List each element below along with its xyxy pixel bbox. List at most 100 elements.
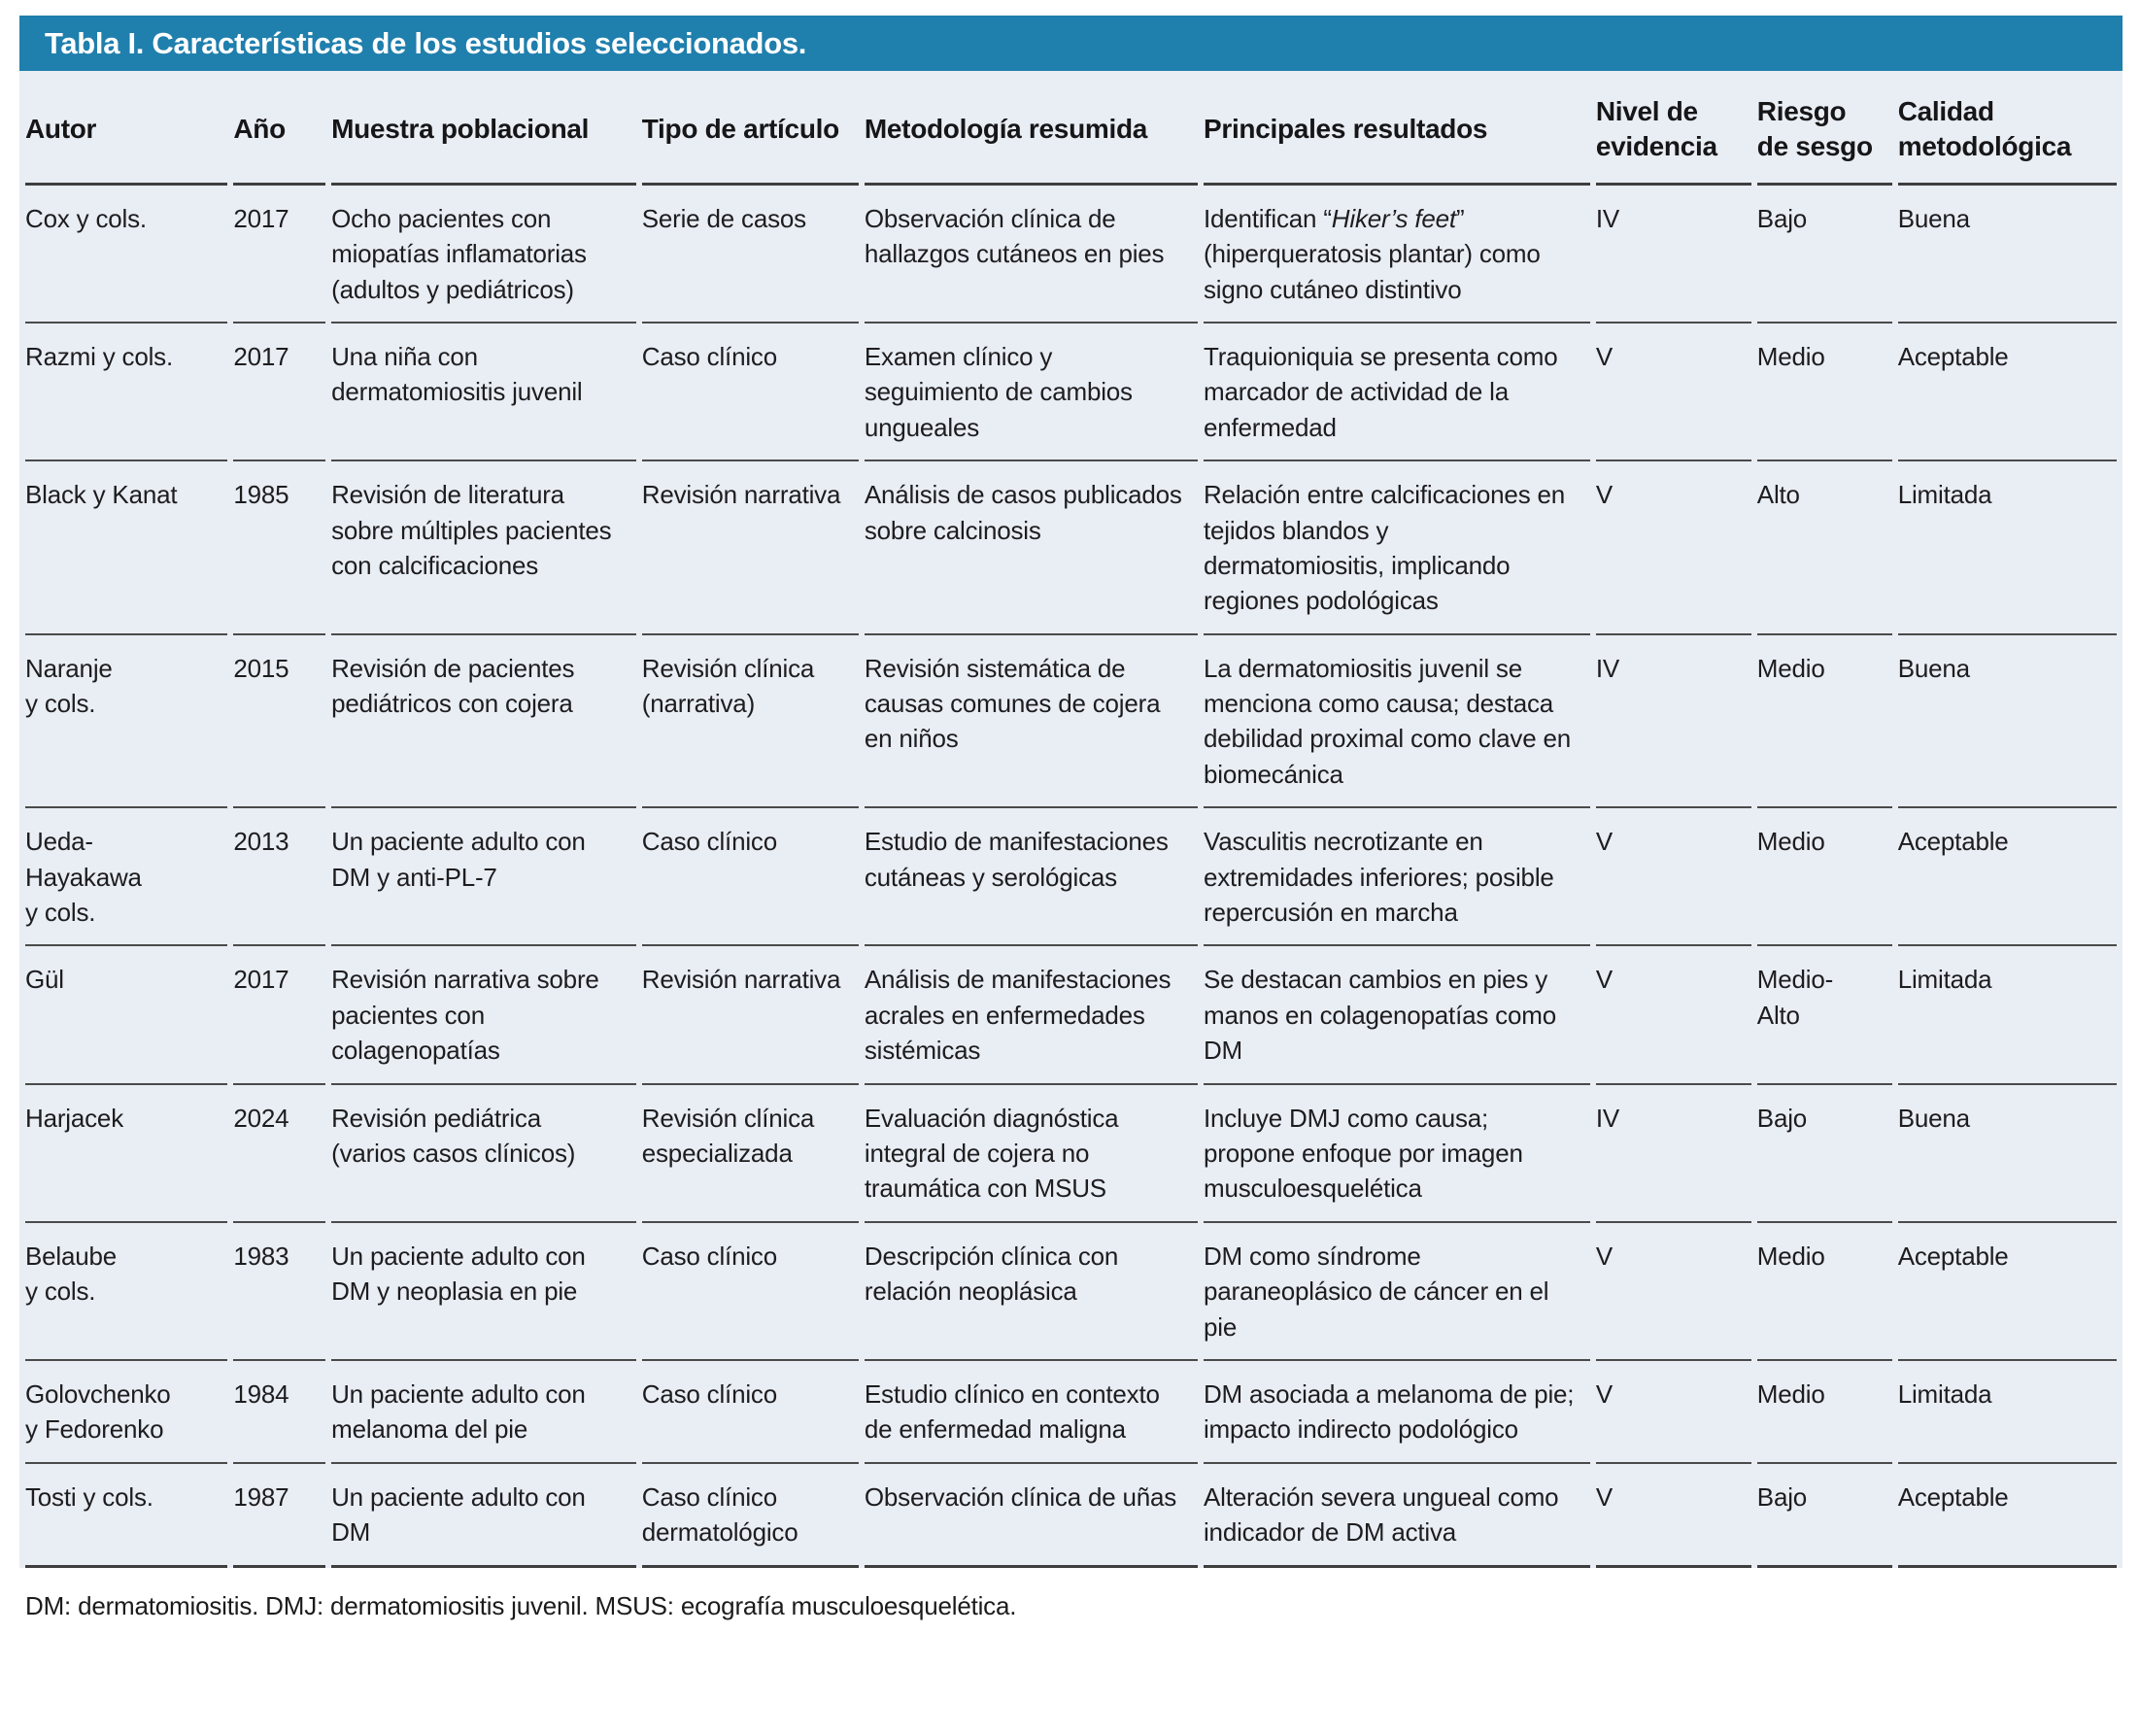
cell-calidad: Buena xyxy=(1897,1085,2117,1223)
study-table: Autor Año Muestra poblacional Tipo de artíc… xyxy=(19,71,2123,1568)
cell-tipo: Serie de casos xyxy=(641,186,859,323)
cell-resultados: Relación entre calcificaciones en tejido… xyxy=(1203,461,1590,635)
cell-autor: Gül xyxy=(25,946,228,1085)
column-header-muestra: Muestra poblacional xyxy=(331,71,636,186)
table-row: Black y Kanat 1985 Revisión de literatura … xyxy=(25,461,2117,635)
cell-nivel: V xyxy=(1595,323,1751,462)
cell-tipo: Caso clínico xyxy=(641,808,859,947)
study-table-card: Tabla I. Características de los estudios… xyxy=(19,16,2123,1568)
cell-muestra: Revisión de literatura sobre múltiples p… xyxy=(331,461,636,635)
cell-riesgo: Medio xyxy=(1756,323,1892,462)
cell-autor: Harjacek xyxy=(25,1085,228,1223)
cell-riesgo: Medio xyxy=(1756,635,1892,809)
table-row: Harjacek 2024 Revisión pediátrica (varios … xyxy=(25,1085,2117,1223)
column-header-resultados: Principales resultados xyxy=(1203,71,1590,186)
cell-calidad: Limitada xyxy=(1897,1361,2117,1464)
cell-metodologia: Descripción clínica con relación neoplás… xyxy=(864,1223,1198,1361)
cell-tipo: Caso clínico xyxy=(641,1223,859,1361)
table-row: Tosti y cols. 1987 Un paciente adulto con … xyxy=(25,1464,2117,1568)
table-title-bar: Tabla I. Características de los estudios… xyxy=(19,16,2123,71)
cell-ano: 1985 xyxy=(233,461,326,635)
cell-metodologia: Análisis de casos publicados sobre calci… xyxy=(864,461,1198,635)
column-header-tipo: Tipo de artículo xyxy=(641,71,859,186)
table-row: Belaube y cols. 1983 Un paciente adulto co… xyxy=(25,1223,2117,1361)
cell-riesgo: Medio xyxy=(1756,808,1892,947)
cell-calidad: Buena xyxy=(1897,635,2117,809)
cell-nivel: V xyxy=(1595,946,1751,1085)
cell-nivel: V xyxy=(1595,461,1751,635)
cell-riesgo: Medio- Alto xyxy=(1756,946,1892,1085)
column-header-riesgo: Riesgo de sesgo xyxy=(1756,71,1892,186)
cell-resultados: Traquioniquia se presenta como marcador … xyxy=(1203,323,1590,462)
cell-resultados: Alteración severa ungueal como indicador… xyxy=(1203,1464,1590,1568)
cell-resultados: Incluye DMJ como causa; propone enfoque … xyxy=(1203,1085,1590,1223)
cell-ano: 1984 xyxy=(233,1361,326,1464)
cell-metodologia: Examen clínico y seguimiento de cambios … xyxy=(864,323,1198,462)
cell-muestra: Revisión pediátrica (varios casos clínic… xyxy=(331,1085,636,1223)
table-header-row: Autor Año Muestra poblacional Tipo de artíc… xyxy=(25,71,2117,186)
table-row: Naranje y cols. 2015 Revisión de pacientes… xyxy=(25,635,2117,809)
cell-tipo: Revisión narrativa xyxy=(641,461,859,635)
cell-nivel: V xyxy=(1595,808,1751,947)
cell-nivel: V xyxy=(1595,1464,1751,1568)
table-row: Gül 2017 Revisión narrativa sobre paciente… xyxy=(25,946,2117,1085)
cell-calidad: Aceptable xyxy=(1897,1223,2117,1361)
cell-calidad: Aceptable xyxy=(1897,323,2117,462)
cell-muestra: Ocho pacientes con miopatías inflamatori… xyxy=(331,186,636,323)
cell-tipo: Caso clínico xyxy=(641,1361,859,1464)
cell-autor: Tosti y cols. xyxy=(25,1464,228,1568)
cell-autor: Ueda- Hayakawa y cols. xyxy=(25,808,228,947)
cell-tipo: Caso clínico xyxy=(641,323,859,462)
cell-muestra: Revisión de pacientes pediátricos con co… xyxy=(331,635,636,809)
cell-muestra: Una niña con dermatomiositis juvenil xyxy=(331,323,636,462)
cell-resultados: Identifican “Hiker’s feet” (hiperquerato… xyxy=(1203,186,1590,323)
cell-ano: 2015 xyxy=(233,635,326,809)
cell-riesgo: Medio xyxy=(1756,1361,1892,1464)
table-header: Autor Año Muestra poblacional Tipo de artíc… xyxy=(25,71,2117,186)
cell-ano: 1987 xyxy=(233,1464,326,1568)
cell-riesgo: Medio xyxy=(1756,1223,1892,1361)
cell-ano: 2013 xyxy=(233,808,326,947)
table-row: Cox y cols. 2017 Ocho pacientes con miopat… xyxy=(25,186,2117,323)
cell-nivel: IV xyxy=(1595,635,1751,809)
cell-ano: 1983 xyxy=(233,1223,326,1361)
cell-tipo: Revisión clínica especializada xyxy=(641,1085,859,1223)
cell-resultados: DM asociada a melanoma de pie; impacto i… xyxy=(1203,1361,1590,1464)
cell-nivel: V xyxy=(1595,1223,1751,1361)
table-title: Tabla I. Características de los estudios… xyxy=(45,25,807,60)
column-header-autor: Autor xyxy=(25,71,228,186)
cell-ano: 2017 xyxy=(233,946,326,1085)
cell-tipo: Caso clínico dermatológico xyxy=(641,1464,859,1568)
cell-calidad: Aceptable xyxy=(1897,1464,2117,1568)
cell-metodologia: Observación clínica de hallazgos cutáneo… xyxy=(864,186,1198,323)
column-header-ano: Año xyxy=(233,71,326,186)
cell-resultados: Vasculitis necrotizante en extremidades … xyxy=(1203,808,1590,947)
cell-autor: Razmi y cols. xyxy=(25,323,228,462)
cell-resultados: La dermatomiositis juvenil se menciona c… xyxy=(1203,635,1590,809)
cell-muestra: Revisión narrativa sobre pacientes con c… xyxy=(331,946,636,1085)
cell-metodologia: Evaluación diagnóstica integral de cojer… xyxy=(864,1085,1198,1223)
cell-nivel: IV xyxy=(1595,1085,1751,1223)
table-row: Ueda- Hayakawa y cols. 2013 Un paciente ad… xyxy=(25,808,2117,947)
cell-metodologia: Análisis de manifestaciones acrales en e… xyxy=(864,946,1198,1085)
table-footnote: DM: dermatomiositis. DMJ: dermatomiositi… xyxy=(25,1590,1017,1620)
cell-autor: Golovchenko y Fedorenko xyxy=(25,1361,228,1464)
cell-metodologia: Estudio clínico en contexto de enfermeda… xyxy=(864,1361,1198,1464)
cell-metodologia: Estudio de manifestaciones cutáneas y se… xyxy=(864,808,1198,947)
cell-riesgo: Bajo xyxy=(1756,186,1892,323)
cell-muestra: Un paciente adulto con DM y anti-PL-7 xyxy=(331,808,636,947)
cell-calidad: Aceptable xyxy=(1897,808,2117,947)
cell-ano: 2024 xyxy=(233,1085,326,1223)
column-header-metodologia: Metodología resumida xyxy=(864,71,1198,186)
table-body: Cox y cols. 2017 Ocho pacientes con miopat… xyxy=(25,186,2117,1568)
table-row: Razmi y cols. 2017 Una niña con dermatomio… xyxy=(25,323,2117,462)
cell-riesgo: Bajo xyxy=(1756,1464,1892,1568)
cell-autor: Belaube y cols. xyxy=(25,1223,228,1361)
cell-calidad: Limitada xyxy=(1897,461,2117,635)
cell-riesgo: Bajo xyxy=(1756,1085,1892,1223)
cell-resultados: DM como síndrome paraneoplásico de cánce… xyxy=(1203,1223,1590,1361)
cell-metodologia: Observación clínica de uñas xyxy=(864,1464,1198,1568)
cell-nivel: IV xyxy=(1595,186,1751,323)
cell-tipo: Revisión clínica (narrativa) xyxy=(641,635,859,809)
